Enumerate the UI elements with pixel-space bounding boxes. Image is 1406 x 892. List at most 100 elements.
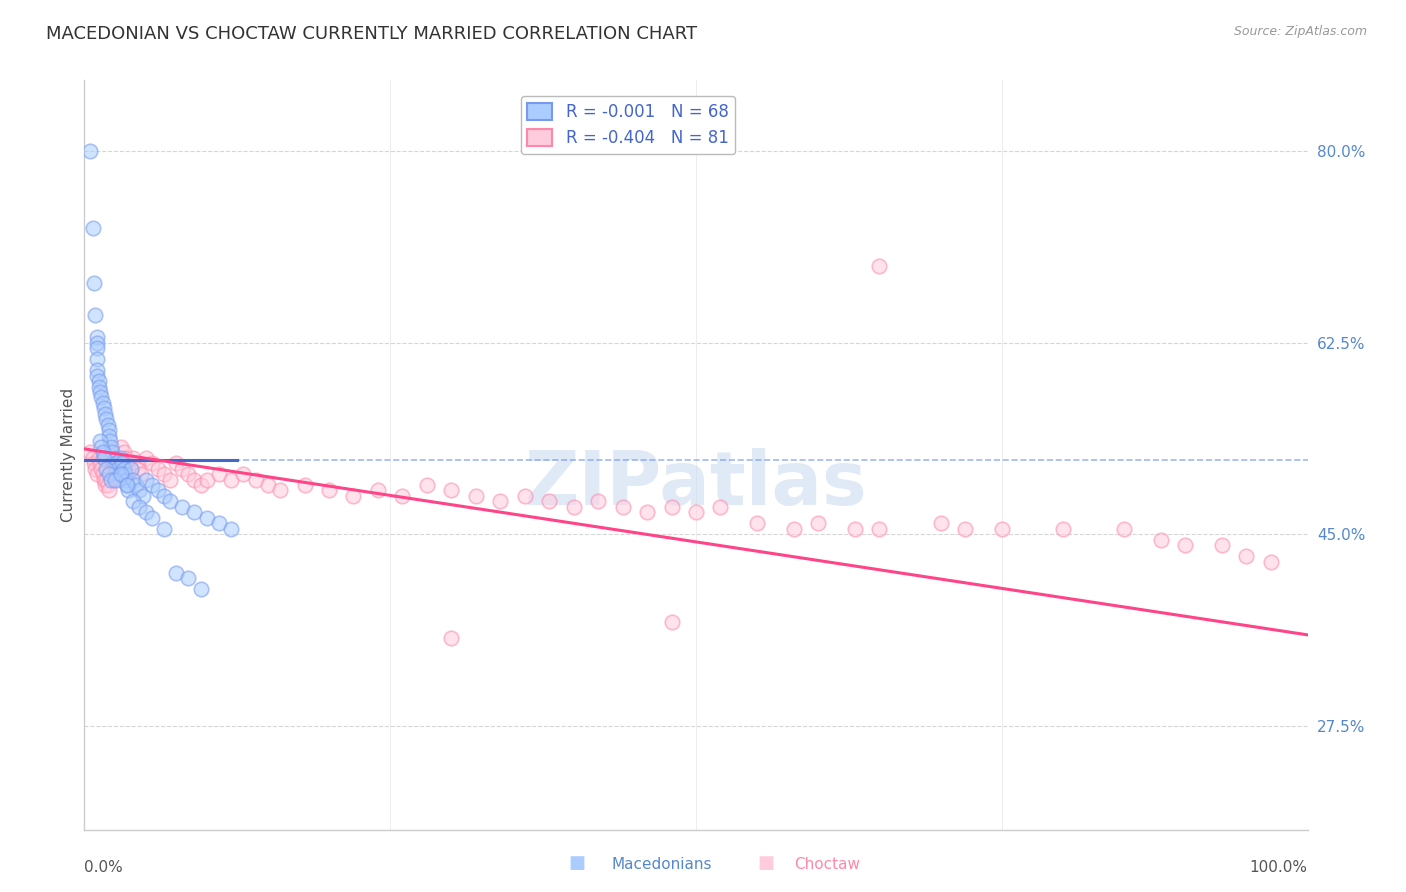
Point [636, 505, 658, 519]
Point [94, 478, 117, 492]
Point [91, 396, 114, 410]
Point [153, 467, 176, 481]
Point [367, 483, 389, 498]
Point [105, 456, 128, 470]
Point [105, 461, 128, 475]
Point [86, 467, 108, 481]
Point [104, 450, 127, 465]
Point [86, 335, 108, 350]
Point [132, 489, 155, 503]
Point [96, 461, 118, 475]
Point [141, 478, 163, 492]
Point [96, 412, 118, 426]
Text: 100.0%: 100.0% [1250, 860, 1308, 875]
Point [83, 456, 105, 470]
Point [79, 145, 101, 159]
Point [90, 391, 112, 405]
Point [98, 434, 121, 449]
Point [100, 450, 122, 465]
Y-axis label: Currently Married: Currently Married [60, 388, 76, 522]
Point [661, 500, 683, 514]
Point [127, 461, 149, 475]
Point [97, 467, 120, 481]
Point [87, 374, 110, 388]
Point [586, 494, 609, 508]
Point [128, 500, 150, 514]
Text: 0.0%: 0.0% [84, 860, 124, 875]
Point [869, 259, 891, 273]
Point [172, 500, 194, 514]
Point [208, 467, 231, 481]
Point [219, 473, 242, 487]
Point [87, 379, 110, 393]
Point [129, 467, 152, 481]
Point [100, 440, 122, 454]
Point [115, 473, 138, 487]
Text: ■: ■ [758, 855, 775, 872]
Point [90, 461, 112, 475]
Point [89, 434, 111, 449]
Point [101, 445, 124, 459]
Point [183, 505, 205, 519]
Point [97, 417, 120, 432]
Point [93, 401, 115, 416]
Point [97, 483, 120, 498]
Point [159, 473, 181, 487]
Point [97, 429, 120, 443]
Point [86, 341, 108, 355]
Point [110, 440, 132, 454]
Point [416, 478, 439, 492]
Point [232, 467, 254, 481]
Point [1174, 538, 1197, 552]
Point [114, 467, 136, 481]
Point [318, 483, 340, 498]
Point [86, 368, 108, 383]
Point [107, 473, 129, 487]
Point [112, 461, 135, 475]
Point [153, 522, 176, 536]
Point [86, 330, 108, 344]
Point [104, 473, 127, 487]
Point [122, 450, 145, 465]
Point [269, 483, 291, 498]
Point [783, 522, 806, 536]
Point [90, 440, 112, 454]
Point [97, 423, 120, 437]
Point [120, 461, 142, 475]
Point [82, 450, 104, 465]
Point [122, 494, 145, 508]
Point [391, 489, 413, 503]
Point [190, 478, 212, 492]
Text: Choctaw: Choctaw [794, 857, 860, 872]
Point [685, 505, 707, 519]
Point [125, 478, 148, 492]
Text: Macedonians: Macedonians [612, 857, 711, 872]
Point [709, 500, 731, 514]
Point [79, 445, 101, 459]
Point [115, 478, 138, 492]
Point [86, 363, 108, 377]
Point [844, 522, 866, 536]
Point [869, 522, 891, 536]
Point [100, 473, 122, 487]
Point [153, 489, 176, 503]
Point [1114, 522, 1136, 536]
Point [562, 500, 585, 514]
Point [177, 467, 200, 481]
Point [87, 450, 110, 465]
Point [464, 489, 486, 503]
Legend: R = -0.001   N = 68, R = -0.404   N = 81: R = -0.001 N = 68, R = -0.404 N = 81 [520, 96, 735, 154]
Text: ■: ■ [568, 855, 585, 872]
Point [489, 494, 512, 508]
Point [110, 450, 132, 465]
Point [165, 456, 187, 470]
Point [172, 461, 194, 475]
Point [103, 456, 125, 470]
Point [1052, 522, 1074, 536]
Point [177, 571, 200, 585]
Point [929, 516, 952, 531]
Point [91, 445, 114, 459]
Point [612, 500, 634, 514]
Point [538, 494, 561, 508]
Point [257, 478, 280, 492]
